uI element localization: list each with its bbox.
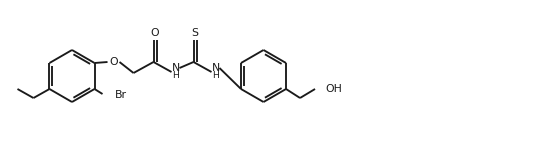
- Text: O: O: [109, 57, 118, 67]
- Text: OH: OH: [325, 84, 342, 94]
- Text: S: S: [192, 28, 199, 38]
- Text: O: O: [151, 28, 160, 38]
- Text: Br: Br: [115, 90, 127, 100]
- Text: N: N: [171, 63, 180, 73]
- Text: H: H: [172, 71, 179, 79]
- Text: N: N: [212, 63, 220, 73]
- Text: H: H: [212, 71, 219, 79]
